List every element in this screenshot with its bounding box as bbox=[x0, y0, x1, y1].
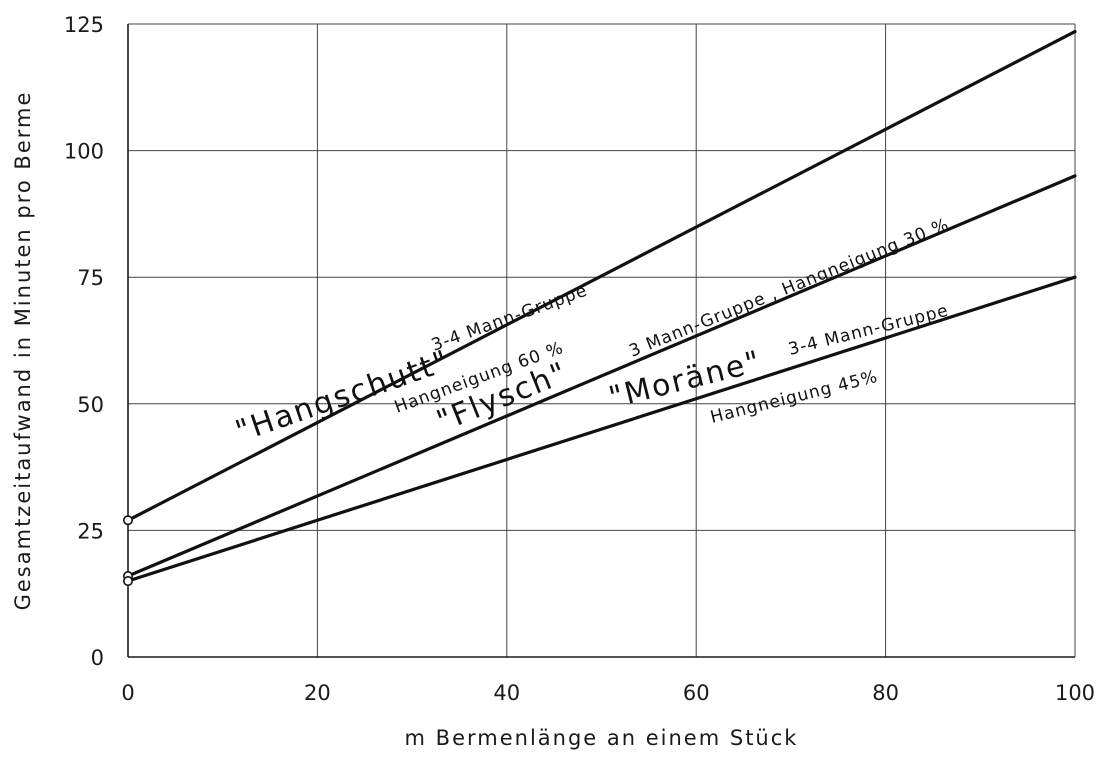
x-tick-label: 20 bbox=[304, 681, 331, 705]
series-line-morane bbox=[126, 275, 1077, 583]
x-tick-label: 40 bbox=[493, 681, 520, 705]
x-axis-label: m Bermenlänge an einem Stück bbox=[405, 726, 799, 750]
y-tick-label: 100 bbox=[64, 140, 104, 164]
annotations: "Hangschutt" 3-4 Mann-Gruppe Hangneigung… bbox=[231, 215, 952, 450]
grid bbox=[127, 23, 1076, 658]
y-tick-label: 25 bbox=[77, 519, 104, 543]
start-point-morane bbox=[123, 576, 134, 587]
start-points bbox=[123, 515, 134, 587]
x-tick-label: 80 bbox=[872, 681, 899, 705]
x-tick-label: 60 bbox=[683, 681, 710, 705]
axes bbox=[127, 24, 1075, 658]
y-tick-label: 125 bbox=[64, 13, 104, 37]
series-line-hangschutt bbox=[126, 30, 1077, 522]
annotation-morane-group: 3-4 Mann-Gruppe bbox=[786, 301, 950, 360]
start-point-hangschutt bbox=[123, 515, 134, 526]
x-tick-label: 100 bbox=[1055, 681, 1095, 705]
tick-labels: 0 20 40 60 80 100 0 25 50 75 100 125 bbox=[64, 13, 1095, 705]
series-line-flysch bbox=[126, 174, 1077, 578]
y-tick-label: 0 bbox=[91, 646, 104, 670]
x-tick-label: 0 bbox=[121, 681, 134, 705]
y-tick-label: 75 bbox=[77, 266, 104, 290]
y-tick-label: 50 bbox=[77, 393, 104, 417]
series-lines bbox=[126, 30, 1077, 583]
annotation-hangschutt-group: 3-4 Mann-Gruppe bbox=[429, 281, 590, 356]
y-axis-label: Gesamtzeitaufwand in Minuten pro Berme bbox=[11, 91, 35, 611]
